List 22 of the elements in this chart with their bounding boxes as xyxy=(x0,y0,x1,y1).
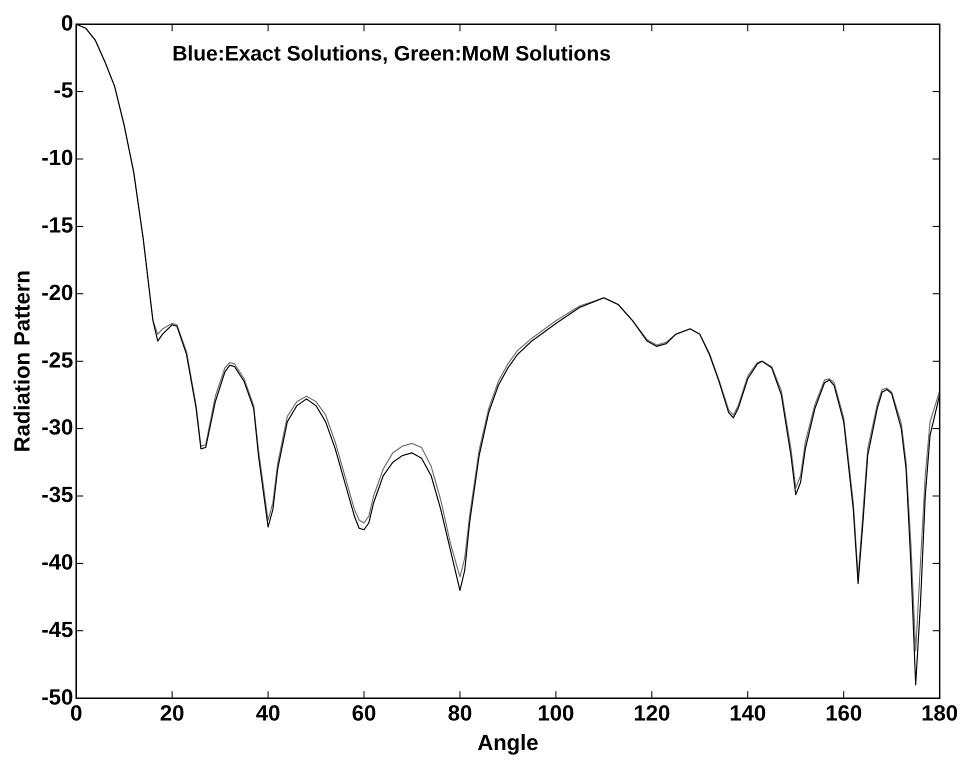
x-tick-label: 20 xyxy=(160,700,184,726)
annotation: Blue:Exact Solutions, Green:MoM Solutions xyxy=(172,42,611,66)
x-tick-label: 60 xyxy=(352,700,376,726)
y-tick-label: -15 xyxy=(41,212,74,238)
x-tick-label: 100 xyxy=(538,700,574,726)
y-tick-label: 0 xyxy=(60,10,74,36)
x-tick-label: 40 xyxy=(256,700,280,726)
y-tick-label: -40 xyxy=(41,549,74,574)
y-tick-label: -25 xyxy=(41,347,74,372)
x-tick-label: 120 xyxy=(633,700,670,726)
y-tick-label: -45 xyxy=(41,616,74,642)
y-tick-label: -30 xyxy=(41,414,74,440)
y-tick-label: -10 xyxy=(41,145,74,170)
y-tick-label: -5 xyxy=(54,78,74,103)
y-axis-title: Radiation Pattern xyxy=(9,270,34,452)
x-tick-label: 140 xyxy=(729,700,766,726)
x-tick-label: 180 xyxy=(921,700,958,726)
x-axis-title: Angle xyxy=(477,730,538,755)
y-tick-label: -35 xyxy=(41,482,74,508)
y-tick-label: -20 xyxy=(41,280,74,305)
x-tick-label: 80 xyxy=(448,700,472,726)
x-tick-label: 160 xyxy=(825,700,862,726)
